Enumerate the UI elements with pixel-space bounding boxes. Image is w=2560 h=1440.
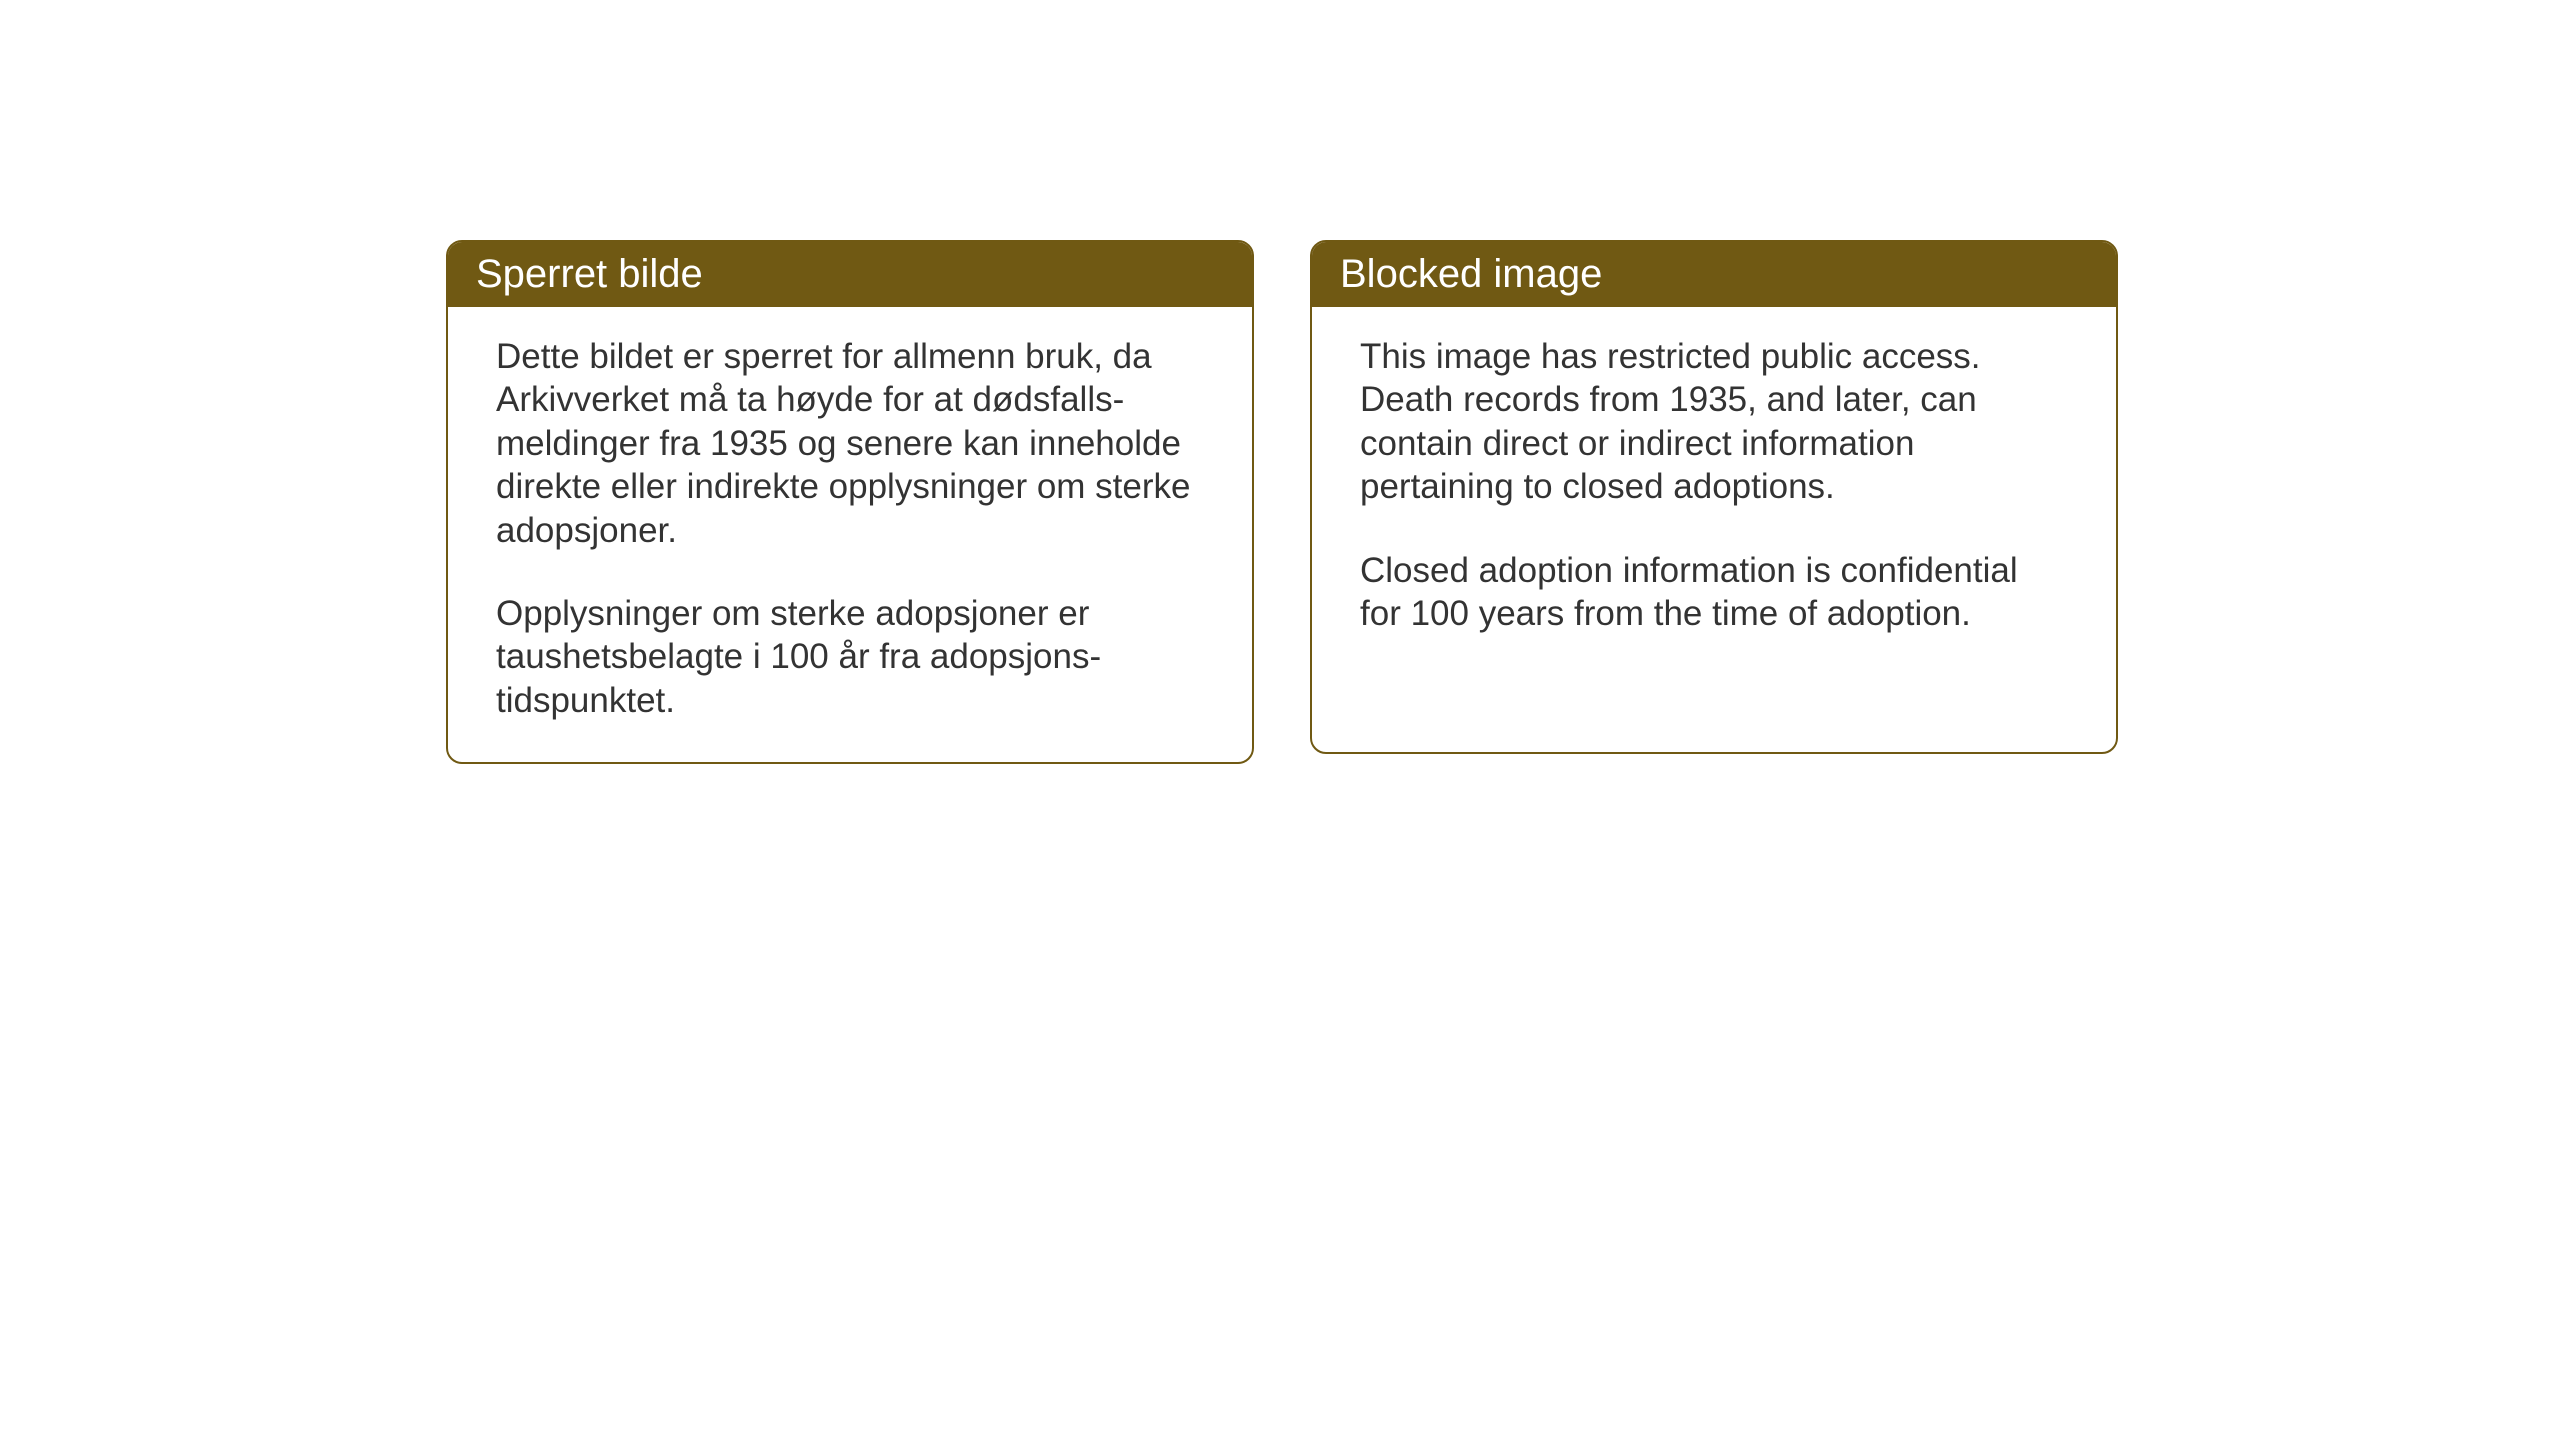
card-title-english: Blocked image (1312, 242, 2116, 307)
paragraph-1-norwegian: Dette bildet er sperret for allmenn bruk… (496, 335, 1204, 552)
paragraph-2-english: Closed adoption information is confident… (1360, 549, 2068, 636)
paragraph-1-english: This image has restricted public access.… (1360, 335, 2068, 509)
blocked-image-card-norwegian: Sperret bilde Dette bildet er sperret fo… (446, 240, 1254, 764)
card-title-norwegian: Sperret bilde (448, 242, 1252, 307)
cards-container: Sperret bilde Dette bildet er sperret fo… (446, 240, 2118, 764)
paragraph-2-norwegian: Opplysninger om sterke adopsjoner er tau… (496, 592, 1204, 722)
card-body-english: This image has restricted public access.… (1312, 307, 2116, 675)
blocked-image-card-english: Blocked image This image has restricted … (1310, 240, 2118, 754)
card-body-norwegian: Dette bildet er sperret for allmenn bruk… (448, 307, 1252, 762)
